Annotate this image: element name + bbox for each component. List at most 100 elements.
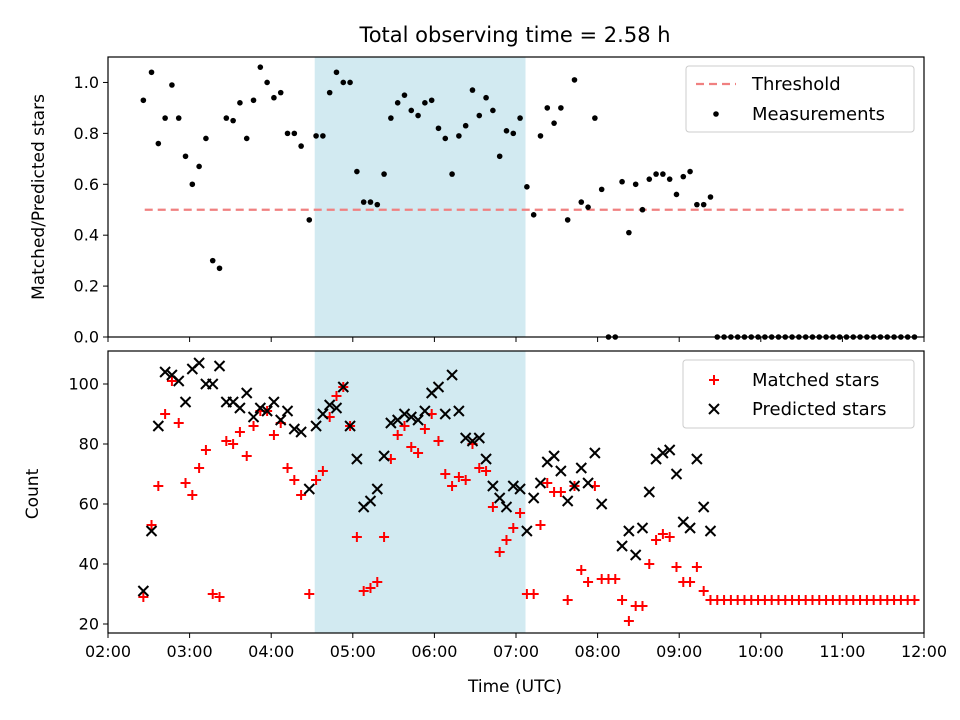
predicted-star-point <box>241 387 253 399</box>
predicted-star-point <box>527 492 540 504</box>
top-legend-box <box>685 65 915 133</box>
measurement-point <box>182 153 189 160</box>
bottom-y-tick-label: 40 <box>79 555 99 574</box>
predicted-star-point <box>629 549 642 561</box>
measurement-point <box>388 115 394 121</box>
predicted-star-point <box>636 522 649 534</box>
predicted-star-point <box>152 420 165 432</box>
matched-star-point <box>194 463 205 473</box>
measurement-point <box>347 79 353 86</box>
matched-star-point <box>399 421 410 431</box>
predicted-star-point <box>247 411 260 423</box>
measurement-point <box>469 87 476 93</box>
matched-star-point <box>413 448 424 458</box>
measurement-point <box>564 217 571 223</box>
predicted-star-point <box>137 585 150 597</box>
predicted-star-point <box>371 483 383 495</box>
measurement-point <box>598 186 605 193</box>
predicted-star-point <box>684 522 696 534</box>
predicted-star-point <box>534 477 547 489</box>
measurement-point <box>449 171 455 177</box>
measurement-point <box>155 140 162 147</box>
predicted-star-point <box>323 399 336 411</box>
matched-star-point <box>358 586 369 596</box>
measurement-point <box>435 125 442 132</box>
predicted-star-point <box>473 432 485 444</box>
measurement-point <box>653 171 659 177</box>
measurement-point <box>673 191 680 198</box>
predicted-star-point <box>704 525 717 537</box>
top-observing-span <box>314 57 526 337</box>
predicted-star-point <box>398 408 411 420</box>
x-tick-label: 03:00 <box>167 642 213 661</box>
matched-star-point <box>187 490 198 500</box>
matched-star-point <box>474 463 485 473</box>
measurement-point <box>517 115 523 121</box>
chart-marks: 0.0 0.2 0.4 0.6 0.8 1.0 Threshold Measurements 2… <box>68 56 947 661</box>
measurement-point <box>660 171 666 177</box>
predicted-star-point <box>234 402 246 414</box>
predicted-star-point <box>207 378 219 390</box>
predicted-star-point <box>419 405 431 417</box>
matched-star-point <box>555 487 566 497</box>
measurement-point <box>209 257 216 264</box>
matched-star-point <box>289 475 300 485</box>
measurement-point <box>694 201 700 208</box>
measurement-point <box>585 204 591 210</box>
predicted-star-point <box>261 405 273 417</box>
bottom-y-tick-label: 20 <box>79 615 99 634</box>
measurement-point <box>456 133 462 139</box>
matched-star-point <box>664 532 675 542</box>
predicted-star-point <box>575 462 587 474</box>
matched-star-point <box>460 475 471 485</box>
measurement-point <box>320 133 326 139</box>
matched-star-point <box>508 523 519 533</box>
measurement-point <box>666 176 673 182</box>
x-tick-label: 08:00 <box>575 642 621 661</box>
predicted-star-point <box>589 447 601 459</box>
top-y-tick-label: 0.8 <box>74 124 99 143</box>
matched-star-point <box>610 574 621 584</box>
predicted-star-point <box>405 411 417 423</box>
matched-star-point <box>214 592 225 602</box>
measurement-point <box>367 199 374 205</box>
matched-star-point <box>562 595 573 605</box>
predicted-star-point <box>616 540 628 552</box>
measurement-point <box>250 97 257 104</box>
matched-star-point <box>644 559 655 569</box>
x-tick-label: 05:00 <box>330 642 376 661</box>
matched-star-point <box>153 481 164 491</box>
measurement-point <box>284 130 291 137</box>
x-tick-label: 11:00 <box>819 642 865 661</box>
matched-star-point <box>160 409 171 419</box>
x-tick-label: 04:00 <box>248 642 294 661</box>
measurement-point <box>408 107 415 114</box>
predicted-star-point <box>179 396 192 408</box>
bottom-y-tick-label: 80 <box>79 435 99 454</box>
predicted-star-point <box>173 375 185 387</box>
measurement-point <box>333 69 340 76</box>
measurement-point <box>428 97 435 104</box>
predicted-star-point <box>568 480 581 492</box>
measurement-point <box>578 199 585 205</box>
matched-star-point <box>440 469 451 479</box>
measurement-point <box>148 69 155 76</box>
measurement-point <box>223 115 230 121</box>
predicted-star-point <box>459 432 472 444</box>
predicted-star-point <box>657 447 669 459</box>
measurement-point <box>490 107 496 114</box>
predicted-star-point <box>351 453 363 465</box>
matched-star-point <box>528 589 539 599</box>
measurement-point <box>558 105 564 111</box>
top-y-tick-label: 0.6 <box>74 175 99 194</box>
predicted-star-point <box>697 501 710 513</box>
bottom-observing-span <box>314 351 526 633</box>
measurement-point <box>462 122 469 129</box>
measurement-point <box>162 115 168 121</box>
measurement-point <box>619 178 625 185</box>
measurement-point <box>632 181 639 188</box>
measurement-point <box>442 135 449 142</box>
measurement-point <box>374 201 381 208</box>
matched-star-point <box>501 535 512 545</box>
bottom-y-tick-label: 100 <box>68 375 99 394</box>
